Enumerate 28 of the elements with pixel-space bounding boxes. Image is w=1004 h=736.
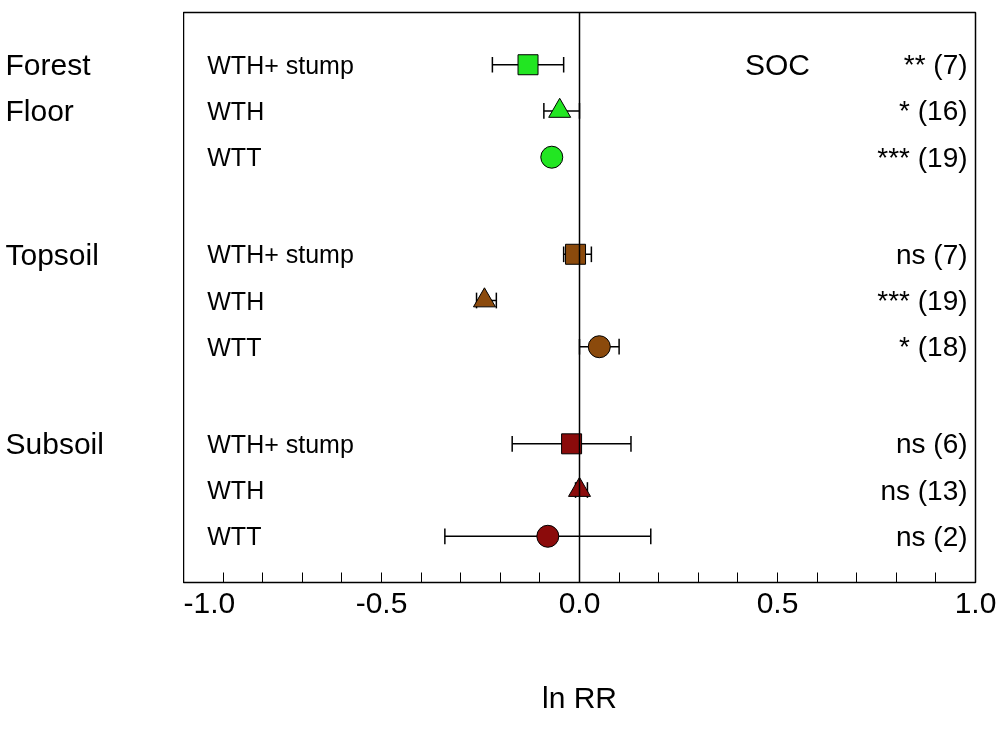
x-axis-title: ln RR — [541, 680, 618, 714]
y-tick-label: WTH — [207, 286, 265, 315]
x-tick-label: 0.0 — [558, 585, 601, 619]
text: * (18) — [899, 331, 968, 363]
text: ns (13) — [880, 474, 968, 506]
text: *** (19) — [877, 285, 968, 316]
text: Topsoil — [5, 237, 99, 271]
text: Forest Floor — [5, 48, 92, 128]
y-tick-label: WTH+ stump — [207, 429, 354, 458]
y-tick-label: WTH — [207, 476, 265, 505]
text: * (16) — [899, 95, 968, 127]
annotation: SOC — [745, 48, 811, 82]
text: ** (7) — [903, 49, 968, 81]
text: *** (19) — [877, 141, 968, 173]
text: ns (6) — [896, 428, 968, 460]
x-tick-label: 1.0 — [954, 585, 997, 619]
text: ns (7) — [896, 238, 968, 270]
x-tick-label: 0.5 — [756, 585, 799, 619]
y-tick-label: WTT — [207, 332, 262, 361]
y-tick-label: WTH+ stump — [207, 50, 354, 79]
y-tick-label: WTT — [207, 522, 262, 551]
x-tick-label: -1.0 — [183, 585, 236, 619]
x-tick-label: -0.5 — [355, 585, 408, 619]
y-tick-label: WTH+ stump — [207, 240, 354, 269]
text: ns (2) — [896, 520, 968, 552]
y-tick-label: WTH — [207, 96, 265, 125]
y-tick-label: WTT — [207, 143, 262, 172]
text: Subsoil — [5, 427, 104, 461]
